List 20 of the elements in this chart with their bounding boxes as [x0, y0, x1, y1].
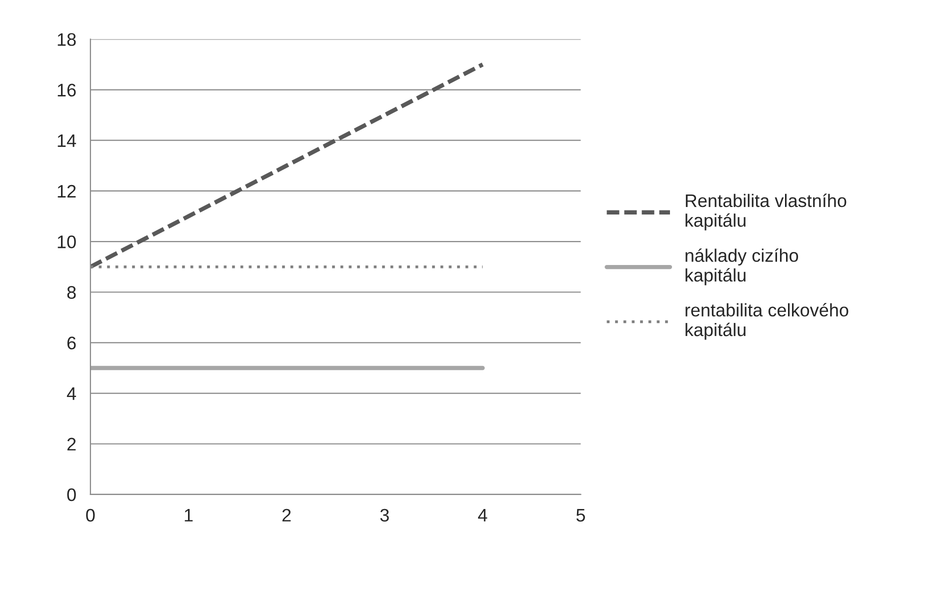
x-tick-label: 1: [184, 509, 193, 522]
y-tick-label: 12: [58, 184, 76, 198]
x-tick-label: 4: [478, 509, 488, 522]
y-tick-label: 6: [67, 336, 76, 350]
x-tick-label: 0: [86, 508, 95, 522]
legend-label: náklady cizího kapitálu: [686, 248, 798, 286]
x-tick-label: 2: [282, 508, 291, 522]
y-tick-label: 2: [67, 438, 76, 450]
x-tick-label: 3: [380, 508, 389, 522]
y-tick-label: 16: [58, 84, 76, 96]
x-tick-label: 5: [576, 509, 585, 522]
legend-label: Rentabilita vlastního kapitálu: [686, 194, 846, 230]
y-tick-label: 14: [58, 134, 76, 147]
legend-label: rentabilita celkového kapitálu: [686, 303, 848, 340]
y-tick-label: 18: [58, 33, 76, 46]
y-tick-label: 10: [58, 235, 76, 248]
y-tick-label: 0: [67, 488, 76, 502]
y-tick-label: 4: [66, 387, 76, 400]
line-series: [90, 62, 485, 269]
y-tick-label: 8: [67, 286, 76, 299]
